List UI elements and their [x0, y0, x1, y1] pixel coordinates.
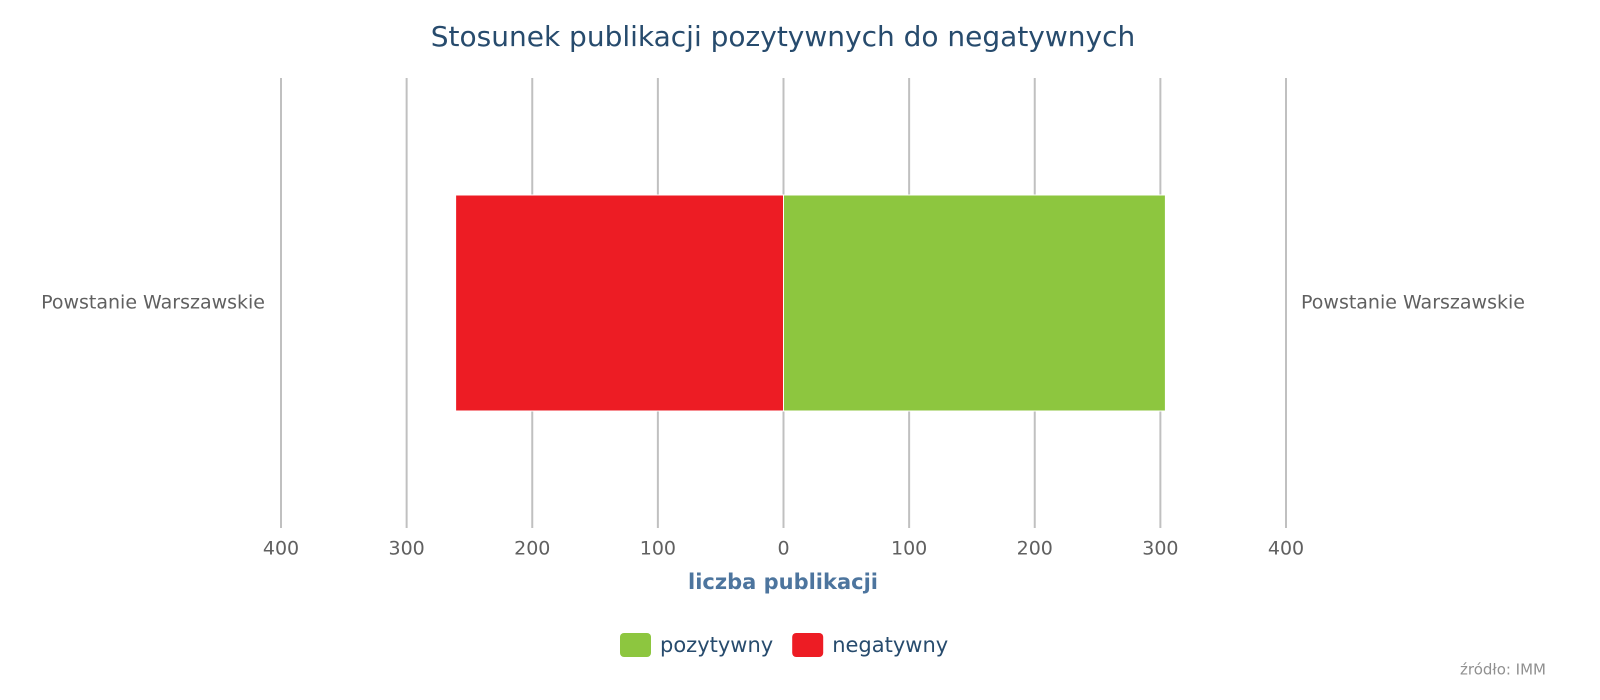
chart-title: Stosunek publikacji pozytywnych do negat… [431, 20, 1135, 53]
x-tick-label: 400 [263, 538, 299, 560]
credits: źródło: IMM [1460, 661, 1546, 679]
x-tick-label: 200 [1017, 538, 1053, 560]
legend: pozytywny negatywny [620, 633, 948, 657]
category-label: Powstanie Warszawskie [41, 292, 265, 314]
x-tick-label: 300 [1142, 538, 1178, 560]
x-tick-label: 300 [388, 538, 424, 560]
category-label: Powstanie Warszawskie [1301, 292, 1525, 314]
x-tick-label: 100 [640, 538, 676, 560]
x-tick-label: 100 [891, 538, 927, 560]
x-tick-label: 200 [514, 538, 550, 560]
legend-swatch [620, 633, 651, 657]
x-axis-title: liczba publikacji [688, 570, 878, 594]
bar [455, 194, 784, 412]
x-tick-label: 400 [1268, 538, 1304, 560]
bar [783, 194, 1166, 412]
x-tick-label: 0 [777, 538, 789, 560]
legend-swatch [792, 633, 824, 657]
legend-label: negatywny [832, 633, 948, 657]
legend-label: pozytywny [660, 633, 773, 657]
